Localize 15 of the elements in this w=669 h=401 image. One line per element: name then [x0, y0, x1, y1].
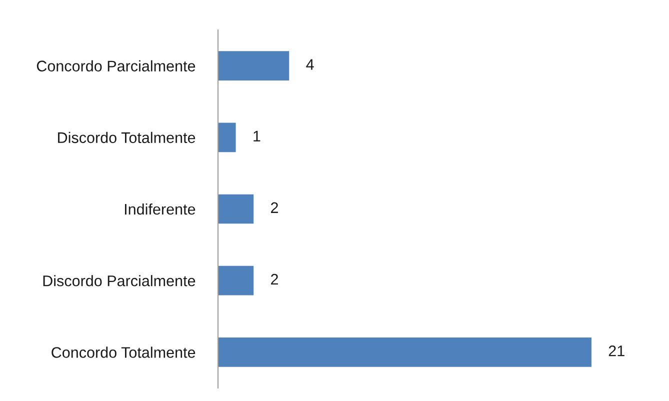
y-tick-label: Discordo Parcialmente [43, 275, 196, 286]
data-label: 4 [306, 59, 314, 70]
data-label: 21 [608, 345, 624, 356]
bar [218, 266, 254, 296]
bar [218, 51, 290, 80]
y-tick-label: Concordo Parcialmente [36, 60, 196, 72]
y-tick-label: Discordo Totalmente [58, 132, 196, 144]
data-label: 1 [254, 130, 260, 142]
data-label: 2 [271, 202, 278, 213]
y-tick-label: Indiferente [125, 203, 196, 215]
data-label: 2 [271, 274, 278, 285]
bar [218, 338, 592, 367]
bar [218, 194, 254, 224]
y-tick-label: Concordo Totalmente [52, 346, 196, 358]
bar [218, 122, 236, 152]
